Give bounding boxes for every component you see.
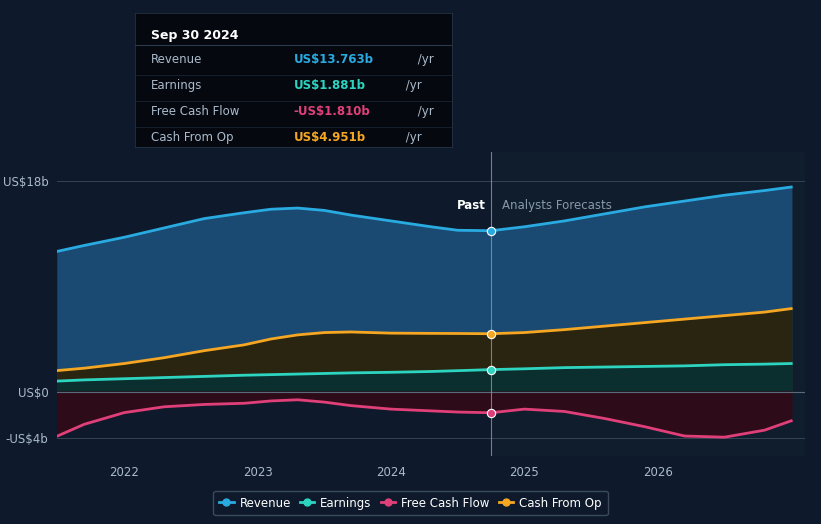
Text: Sep 30 2024: Sep 30 2024	[151, 29, 239, 42]
Text: /yr: /yr	[401, 131, 421, 144]
Text: US$4.951b: US$4.951b	[294, 131, 365, 144]
Text: Revenue: Revenue	[151, 53, 203, 66]
Text: /yr: /yr	[414, 105, 433, 118]
Text: US$13.763b: US$13.763b	[294, 53, 374, 66]
Legend: Revenue, Earnings, Free Cash Flow, Cash From Op: Revenue, Earnings, Free Cash Flow, Cash …	[213, 490, 608, 516]
Text: /yr: /yr	[401, 79, 421, 92]
Text: /yr: /yr	[414, 53, 433, 66]
Bar	[491, 152, 805, 456]
Text: Past: Past	[456, 199, 486, 212]
Text: Cash From Op: Cash From Op	[151, 131, 234, 144]
Text: Free Cash Flow: Free Cash Flow	[151, 105, 240, 118]
Text: Earnings: Earnings	[151, 79, 203, 92]
Text: Analysts Forecasts: Analysts Forecasts	[502, 199, 612, 212]
Text: -US$1.810b: -US$1.810b	[294, 105, 370, 118]
Text: US$1.881b: US$1.881b	[294, 79, 365, 92]
